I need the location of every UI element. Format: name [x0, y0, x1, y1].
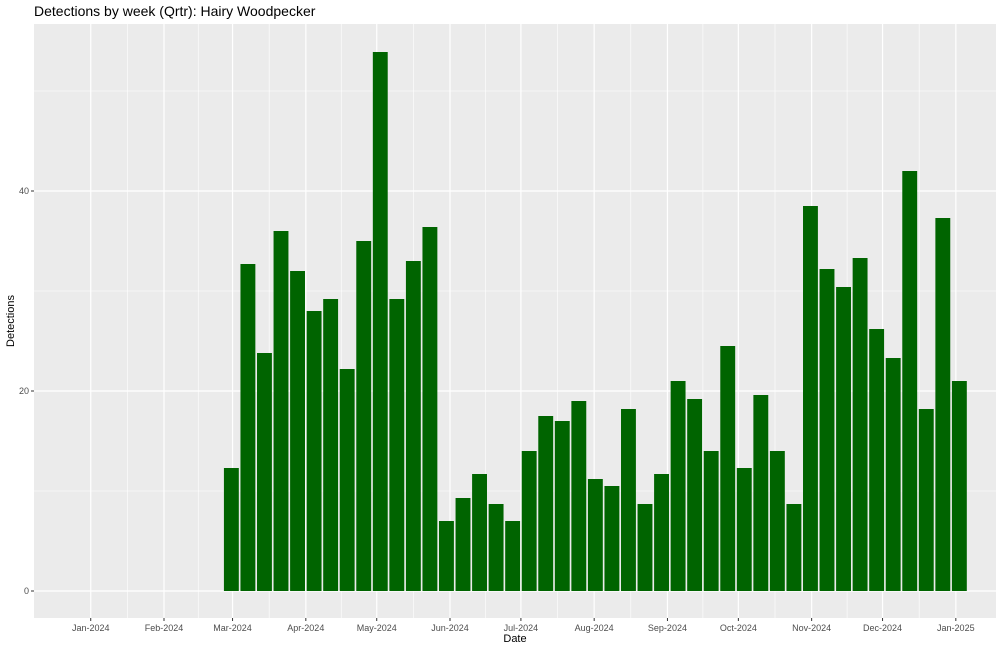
- bar: [290, 271, 305, 591]
- bar: [422, 227, 438, 591]
- bar: [836, 287, 851, 591]
- bar: [902, 171, 918, 591]
- bar: [223, 468, 239, 591]
- bar: [951, 381, 967, 591]
- chart-title: Detections by week (Qrtr): Hairy Woodpec…: [34, 3, 316, 19]
- bar: [703, 451, 719, 591]
- x-tick-label: May-2024: [357, 623, 397, 633]
- bar: [587, 479, 603, 591]
- x-tick-label: Mar-2024: [213, 623, 252, 633]
- bar: [323, 299, 339, 591]
- bar: [621, 409, 636, 591]
- plot-panel: [34, 24, 996, 618]
- x-axis: Jan-2024 Feb-2024 Mar-2024 Apr-2024 May-2024…: [72, 618, 975, 633]
- bar: [654, 474, 669, 591]
- x-tick-label: Oct-2024: [720, 623, 757, 633]
- bar: [554, 421, 570, 591]
- x-tick-label: Sep-2024: [648, 623, 687, 633]
- x-tick-label: Jul-2024: [504, 623, 539, 633]
- x-tick-label: Jan-2024: [72, 623, 110, 633]
- bar: [472, 474, 487, 591]
- y-tick-label: 0: [24, 586, 29, 596]
- bar: [405, 261, 421, 591]
- x-tick-label: Aug-2024: [575, 623, 614, 633]
- bar: [571, 401, 587, 591]
- y-tick-label: 20: [19, 386, 29, 396]
- x-tick-label: Dec-2024: [863, 623, 902, 633]
- bar: [521, 451, 537, 591]
- y-axis: 0 20 40: [19, 186, 34, 596]
- x-tick-label: Feb-2024: [145, 623, 184, 633]
- bar: [488, 504, 504, 591]
- x-tick-label: Jun-2024: [431, 623, 469, 633]
- x-axis-title: Date: [503, 633, 526, 645]
- bar: [736, 468, 752, 591]
- bar: [306, 311, 322, 591]
- bar: [885, 358, 901, 591]
- bar: [819, 269, 835, 591]
- bar: [869, 329, 885, 591]
- bar: [786, 504, 802, 591]
- bar: [505, 521, 521, 591]
- x-tick-label: Jan-2025: [937, 623, 975, 633]
- bar: [604, 486, 620, 591]
- bar: [257, 353, 272, 591]
- bar: [240, 264, 256, 591]
- bar: [918, 409, 934, 591]
- bar: [356, 241, 372, 591]
- bar: [439, 521, 454, 591]
- bar: [637, 504, 653, 591]
- bar: [935, 218, 951, 591]
- bar: [273, 231, 289, 591]
- bar: [687, 399, 703, 591]
- bar: [753, 395, 769, 591]
- bar: [389, 299, 405, 591]
- bar: [720, 346, 736, 591]
- bar: [339, 369, 355, 591]
- bar: [769, 451, 785, 591]
- bar: [538, 416, 554, 591]
- y-axis-title: Detections: [5, 295, 17, 347]
- bar: [852, 258, 868, 591]
- bar: [372, 52, 388, 591]
- y-tick-label: 40: [19, 186, 29, 196]
- bars: [223, 52, 967, 591]
- bar: [670, 381, 686, 591]
- x-tick-label: Nov-2024: [792, 623, 831, 633]
- bar: [455, 498, 471, 591]
- bar: [803, 206, 818, 591]
- x-tick-label: Apr-2024: [287, 623, 324, 633]
